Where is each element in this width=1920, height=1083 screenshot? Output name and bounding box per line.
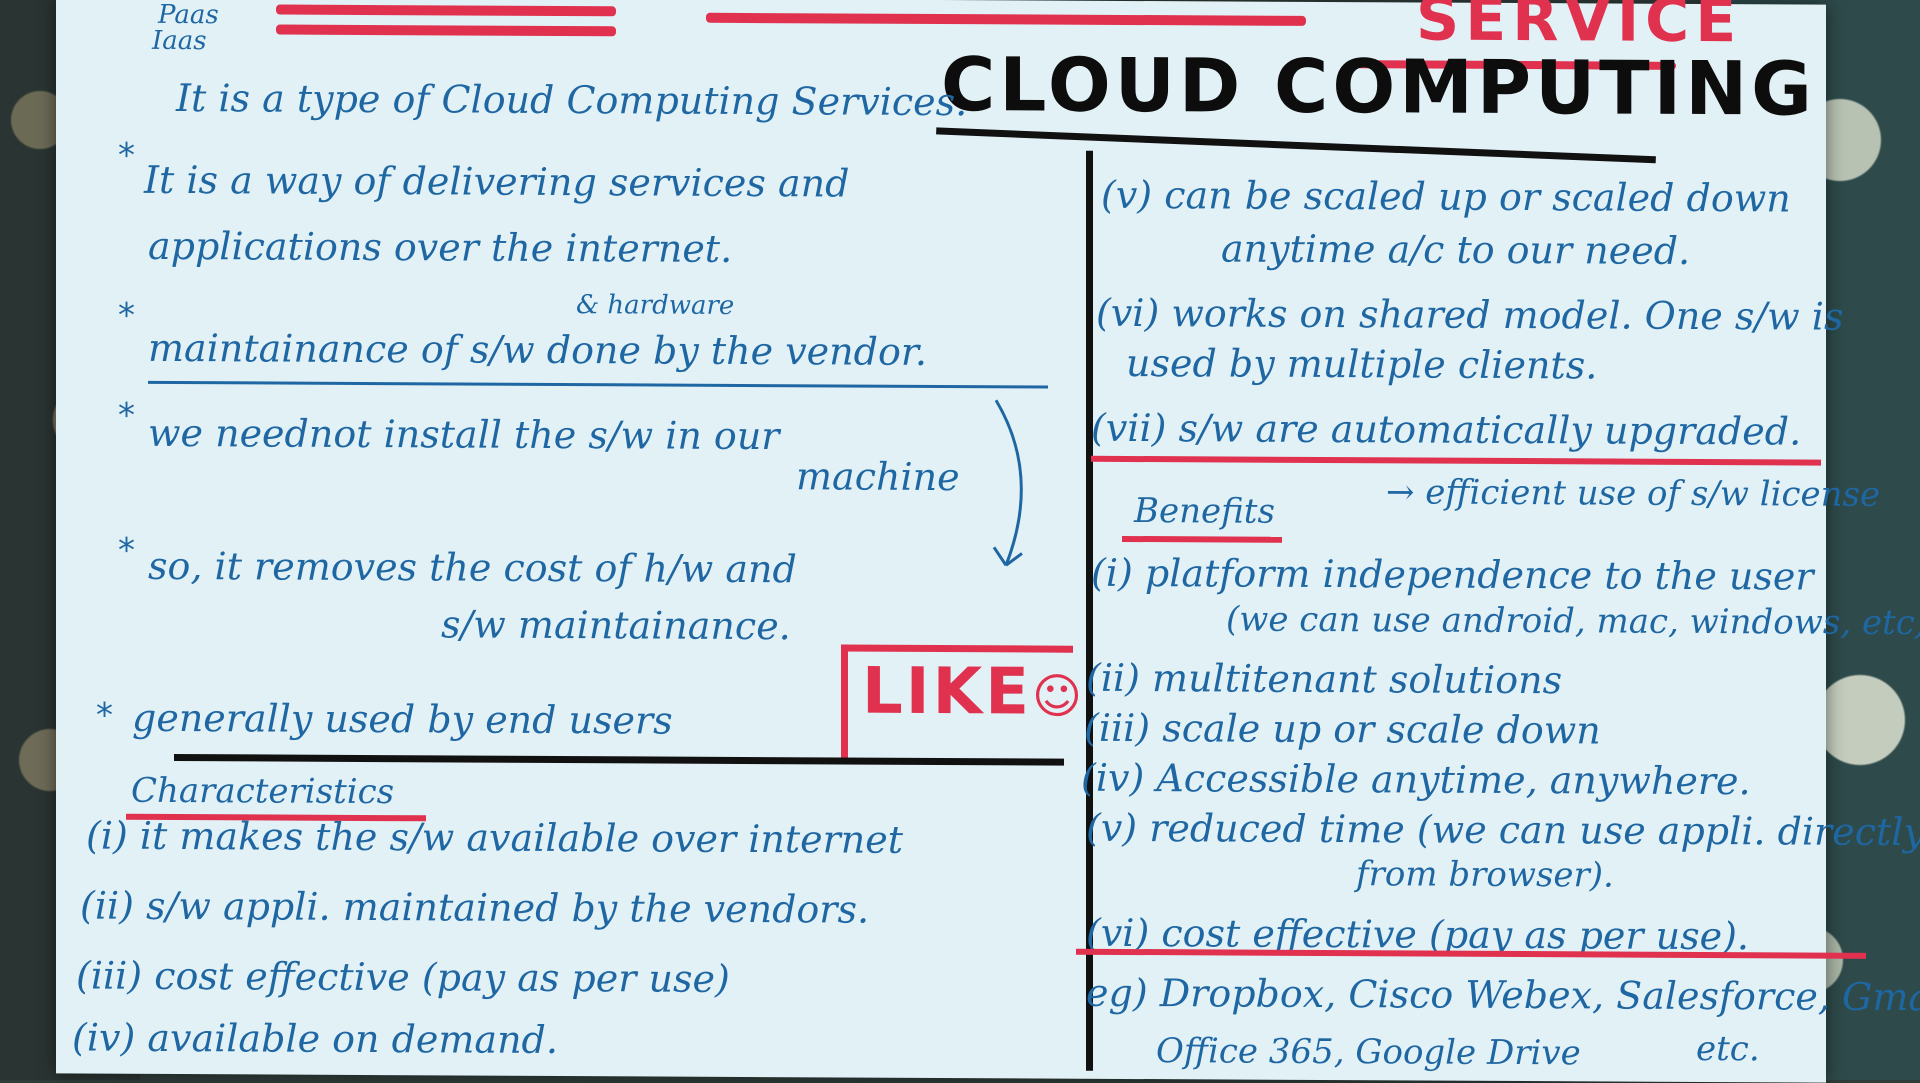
intro-text: It is a type of Cloud Computing Services…	[176, 75, 968, 125]
point-3-line2: machine	[796, 454, 960, 500]
bullet-star: *	[96, 695, 113, 736]
title-underline	[936, 127, 1656, 164]
point-1-line2: applications over the internet.	[148, 223, 733, 271]
benefit-5-line2: from browser).	[1356, 854, 1614, 896]
point-3-line1: we neednot install the s/w in our	[148, 410, 780, 459]
right-point-2-line1: (vi) works on shared model. One s/w is	[1096, 290, 1844, 339]
smiley-icon: ☺	[1032, 668, 1083, 725]
benefits-heading: Benefits	[1134, 491, 1275, 532]
point-4-line1: so, it removes the cost of h/w and	[148, 543, 797, 592]
examples-line1: eg) Dropbox, Cisco Webex, Salesforce, Gm…	[1086, 970, 1920, 1020]
notes-sheet: Paas Iaas SERVICE CLOUD COMPUTING It is …	[56, 0, 1920, 1083]
benefit-2-line1: (ii) multitenant solutions	[1086, 655, 1563, 703]
benefit-1-line1: (i) platform independence to the user	[1091, 550, 1814, 599]
bullet-star: *	[118, 395, 135, 436]
characteristic-3: (iii) cost effective (pay as per use)	[76, 953, 730, 1001]
characteristic-2: (ii) s/w appli. maintained by the vendor…	[80, 883, 870, 932]
point-2-line1: maintainance of s/w done by the vendor.	[148, 325, 927, 374]
top-red-bar-3	[706, 12, 1306, 26]
curved-arrow	[992, 399, 1023, 567]
characteristics-heading: Characteristics	[131, 770, 395, 813]
point-2-insert: & hardware	[576, 290, 735, 321]
benefit-1-line2: (we can use android, mac, windows, etc)	[1226, 599, 1920, 644]
right-point-3-line1: (vii) s/w are automatically upgraded.	[1091, 405, 1802, 454]
examples-line2: Office 365, Google Drive	[1156, 1031, 1581, 1074]
efficient-note: → efficient use of s/w license	[1386, 472, 1881, 515]
right-point-1-line1: (v) can be scaled up or scaled down	[1101, 172, 1791, 221]
point-1-line1: It is a way of delivering services and	[144, 157, 850, 206]
characteristic-1: (i) it makes the s/w available over inte…	[86, 813, 904, 862]
page-title: CLOUD COMPUTING	[941, 42, 1816, 133]
point-5-line1: generally used by end users	[132, 695, 673, 743]
point-2-underline	[148, 380, 1048, 389]
right-point-2-line2: used by multiple clients.	[1126, 340, 1598, 388]
examples-etc: etc.	[1696, 1028, 1760, 1070]
characteristic-4: (iv) available on demand.	[72, 1015, 558, 1062]
benefit-4-line1: (iv) Accessible anytime, anywhere.	[1081, 755, 1751, 804]
bullet-star: *	[118, 530, 135, 571]
bullet-star: *	[118, 135, 135, 176]
top-red-bar-1	[276, 4, 616, 17]
right-point-1-line2: anytime a/c to our need.	[1221, 226, 1691, 273]
like-label: LIKE	[862, 654, 1032, 730]
right-red-divider-1	[1091, 455, 1821, 466]
benefits-underline	[1122, 535, 1282, 543]
top-red-bar-2	[276, 24, 616, 37]
benefit-3-line1: (iii) scale up or scale down	[1084, 705, 1601, 753]
corner-note-iaas: Iaas	[152, 25, 207, 57]
bullet-star: *	[118, 295, 135, 336]
benefit-5-line1: (v) reduced time (we can use appli. dire…	[1086, 805, 1920, 855]
point-4-line2: s/w maintainance.	[441, 602, 791, 649]
